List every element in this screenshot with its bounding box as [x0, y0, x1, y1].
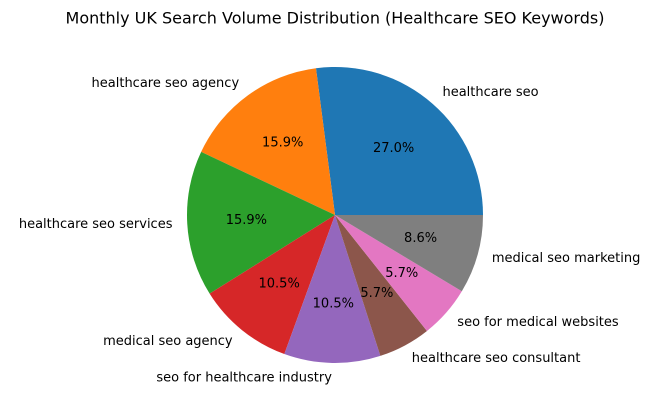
pie-wedge — [284, 215, 381, 363]
slice-label: medical seo marketing — [492, 251, 640, 266]
pie-wedge — [335, 215, 483, 292]
chart-title: Monthly UK Search Volume Distribution (H… — [66, 9, 605, 28]
value-label: 27.0% — [373, 141, 414, 156]
pie-wedge — [335, 215, 462, 331]
slice-label: healthcare seo agency — [92, 76, 240, 91]
value-label: 5.7% — [360, 286, 393, 301]
value-label: 8.6% — [404, 231, 437, 246]
value-label: 15.9% — [262, 136, 303, 151]
value-label: 15.9% — [226, 213, 267, 228]
pie-wedge — [201, 68, 335, 216]
pie-wedge — [209, 215, 335, 355]
pie-wedge — [315, 66, 483, 215]
slice-label: medical seo agency — [103, 334, 233, 349]
value-label: 5.7% — [385, 266, 418, 281]
pie-wedge — [187, 151, 335, 294]
slice-label: seo for healthcare industry — [156, 370, 332, 385]
slice-label: seo for medical websites — [457, 315, 619, 330]
value-label: 10.5% — [259, 277, 300, 292]
slice-label: healthcare seo — [442, 85, 538, 100]
value-label: 10.5% — [313, 296, 354, 311]
pie-wedge — [335, 215, 427, 356]
slice-label: healthcare seo consultant — [412, 351, 581, 366]
slice-label: healthcare seo services — [19, 217, 173, 232]
